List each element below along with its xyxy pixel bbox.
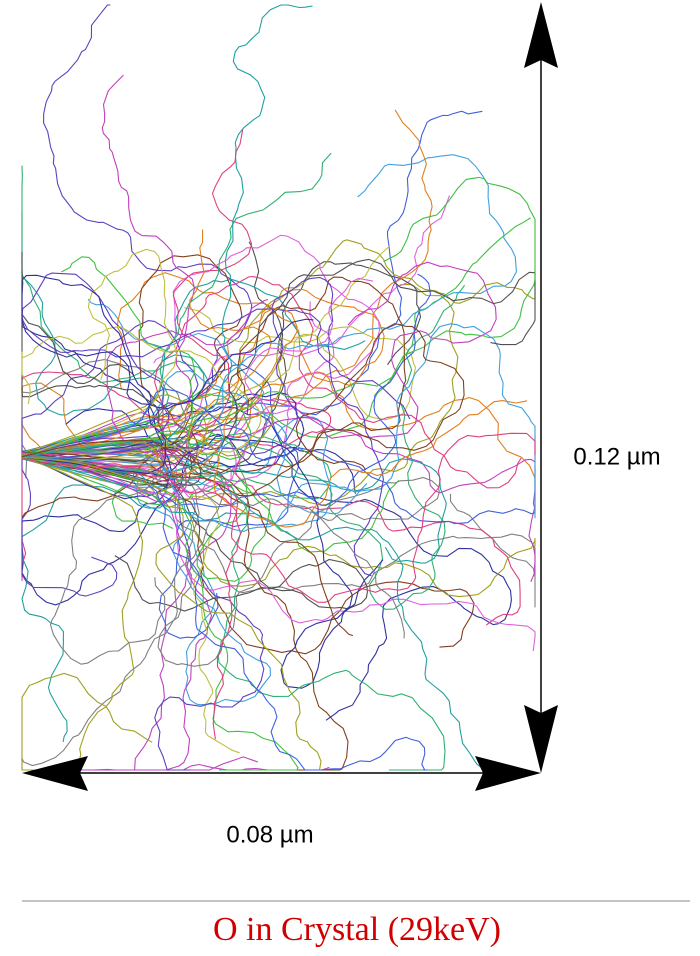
trajectory xyxy=(21,392,305,468)
arrow-head xyxy=(524,705,558,773)
trajectory xyxy=(21,407,512,721)
trajectory xyxy=(21,434,384,689)
trajectory xyxy=(21,455,428,771)
trajectory xyxy=(21,458,536,598)
trajectory xyxy=(21,229,298,475)
trajectory xyxy=(21,4,313,458)
trajectory xyxy=(21,320,199,597)
trajectory xyxy=(21,248,178,457)
ion-trajectories xyxy=(21,4,536,771)
trajectory xyxy=(21,261,497,457)
vertical-scale-label: 0.12 µm xyxy=(573,443,660,470)
trajectory xyxy=(21,457,322,771)
trajectory xyxy=(21,277,373,495)
trajectory xyxy=(21,457,153,771)
trajectory xyxy=(21,251,202,489)
arrow-head xyxy=(524,2,558,68)
trajectory xyxy=(21,154,517,473)
arrow-head xyxy=(475,756,541,791)
trajectory xyxy=(21,432,536,603)
trajectory xyxy=(21,165,205,455)
trajectory xyxy=(21,455,440,667)
trajectory xyxy=(21,400,528,528)
trajectory xyxy=(21,176,536,455)
trajectory xyxy=(21,323,465,473)
trajectory xyxy=(21,273,432,508)
trajectory xyxy=(21,458,242,740)
trajectory xyxy=(21,398,536,583)
trajectory xyxy=(21,245,390,462)
trajectory xyxy=(21,340,284,496)
trajectory xyxy=(21,323,536,532)
horizontal-scale-label: 0.08 µm xyxy=(226,821,313,848)
trajectory xyxy=(21,272,411,453)
trajectory xyxy=(21,234,381,493)
trajectory xyxy=(21,298,268,456)
trajectory xyxy=(21,325,262,462)
caption-title: O in Crystal (29keV) xyxy=(213,911,501,948)
trajectory xyxy=(21,453,536,651)
trajectory xyxy=(21,298,269,503)
trajectory xyxy=(21,388,536,525)
trajectory xyxy=(21,274,314,475)
arrow-head xyxy=(22,756,88,791)
trajectory xyxy=(21,326,272,467)
trajectory xyxy=(21,457,475,655)
trajectory xyxy=(21,456,368,612)
trajectory xyxy=(21,109,433,454)
trajectory xyxy=(21,454,405,639)
trajectory xyxy=(21,275,522,489)
